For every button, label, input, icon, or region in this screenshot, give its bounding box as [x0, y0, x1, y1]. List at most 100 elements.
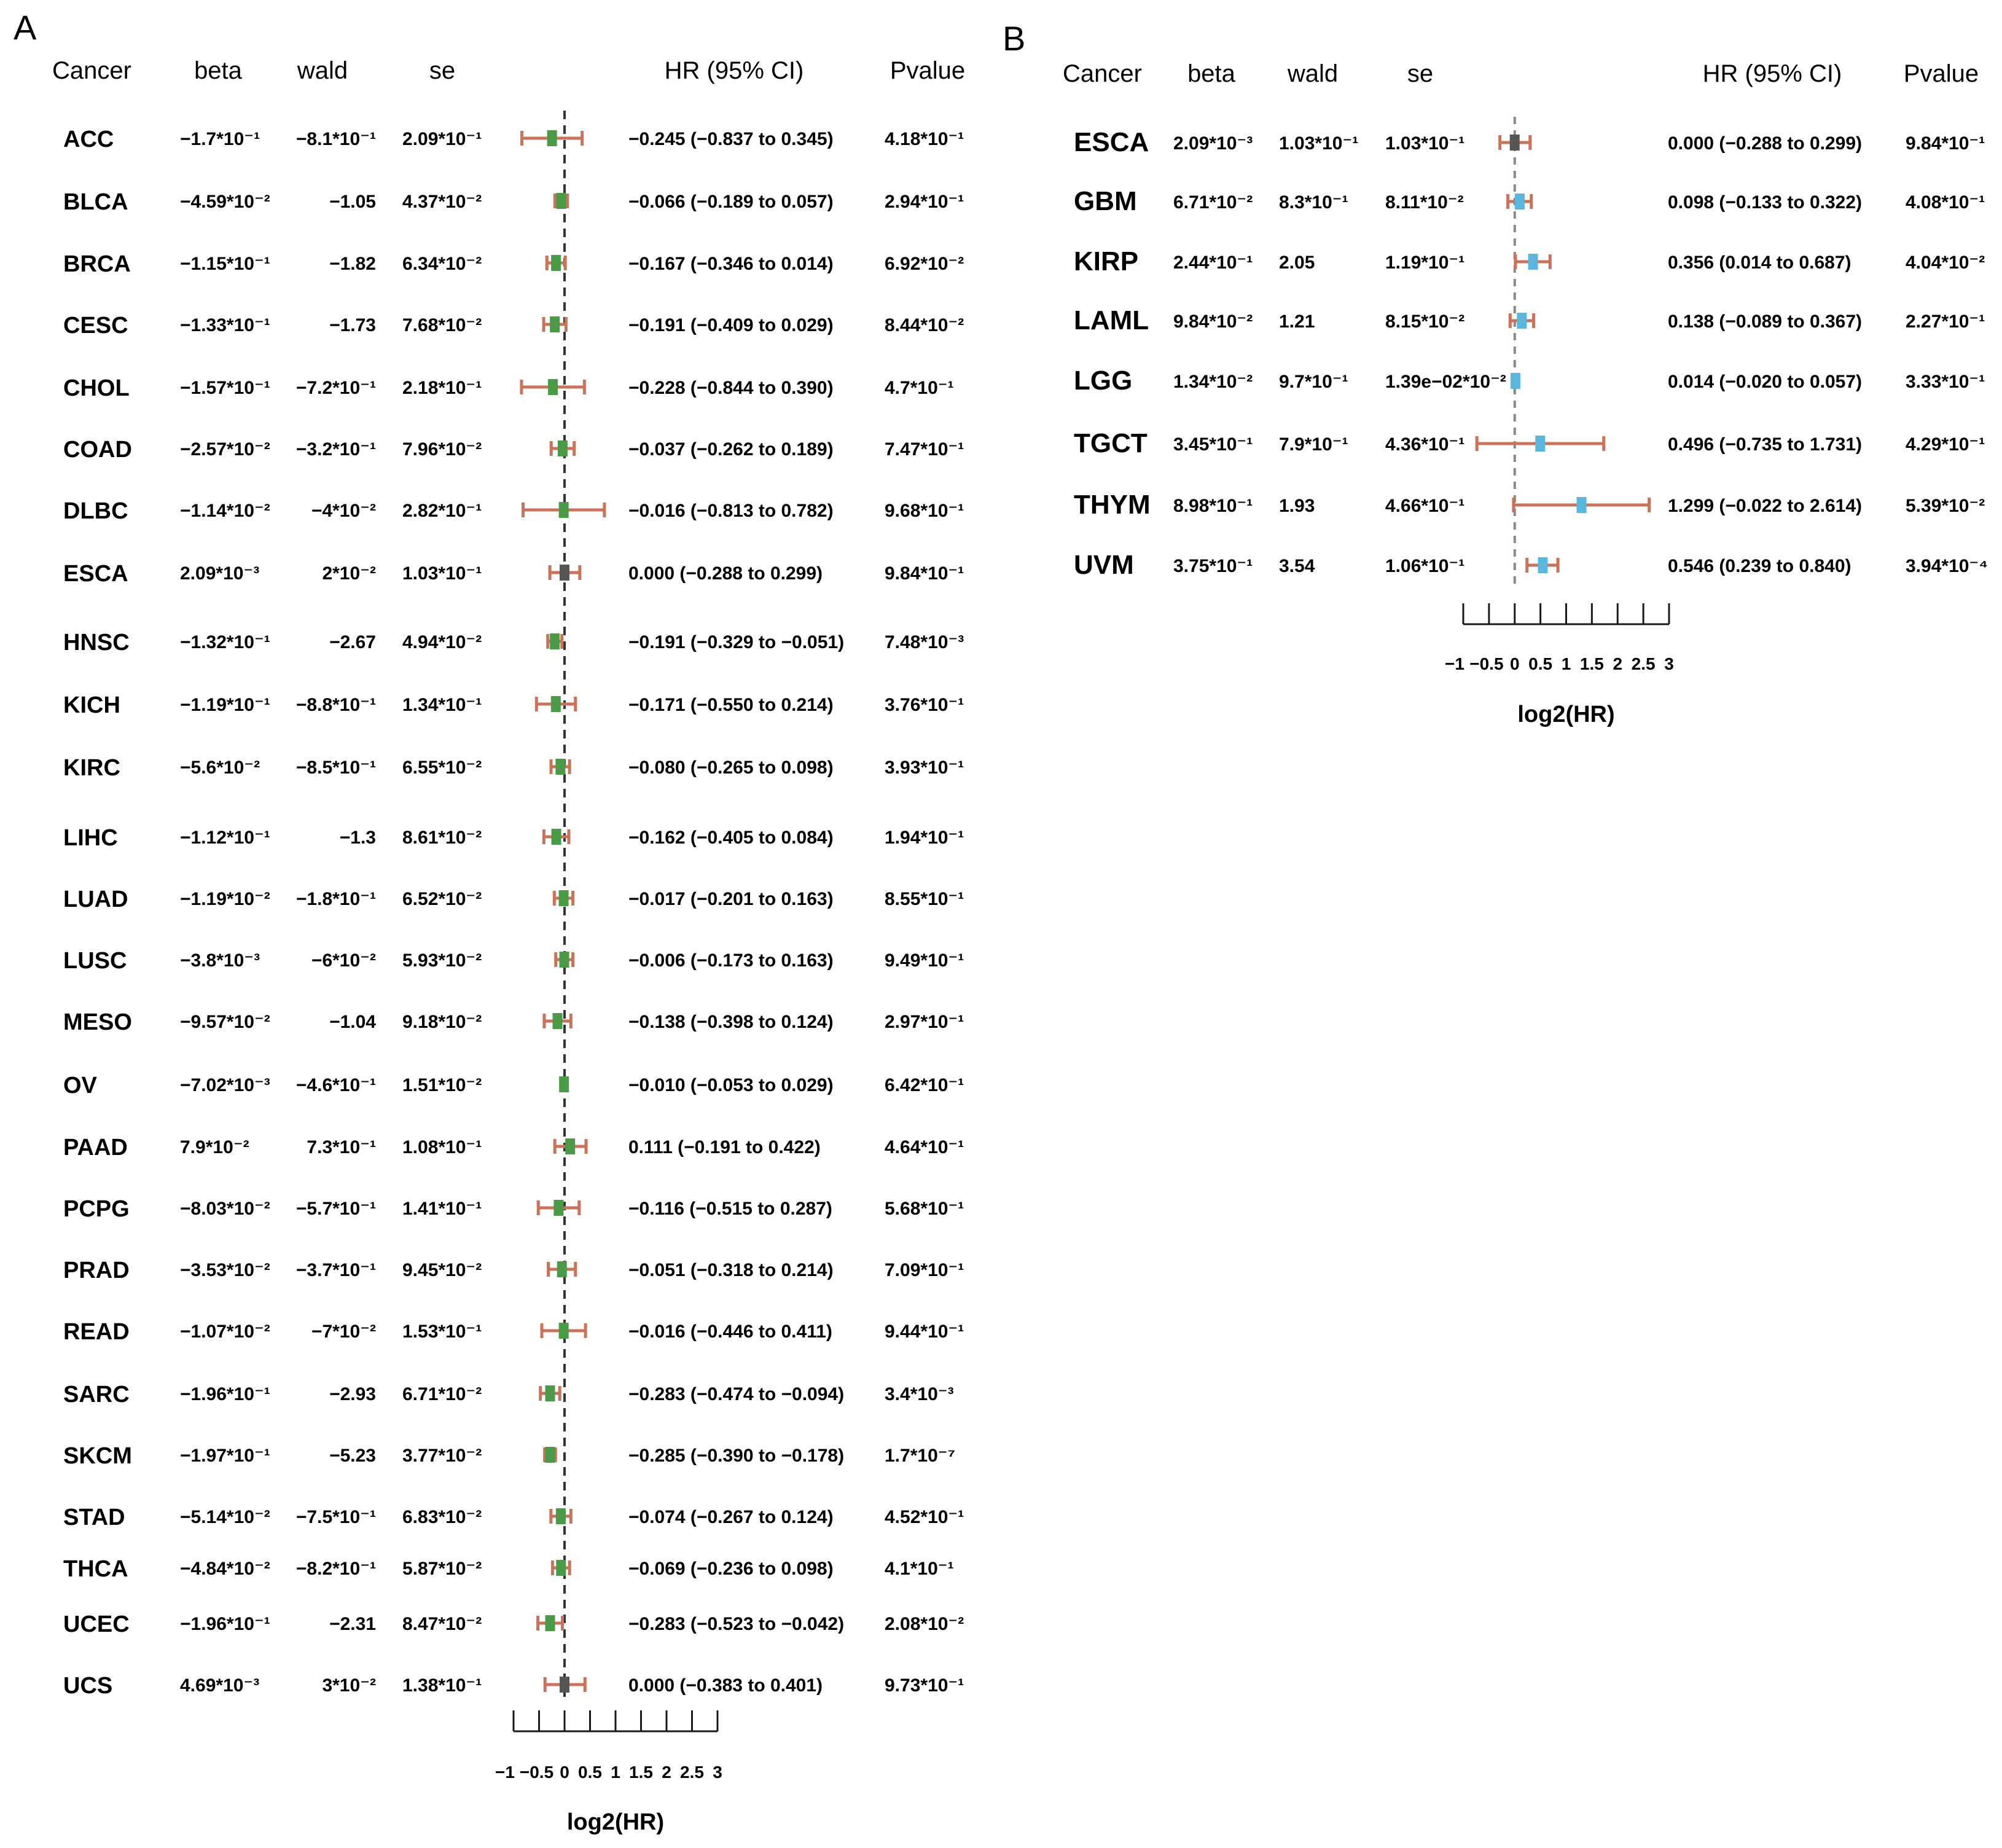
panel-a-beta-value: −2.57*10⁻² [180, 439, 270, 460]
panel-a-x-tick-label: −0.5 [520, 1763, 553, 1782]
panel-a-estimate-marker [558, 1323, 569, 1339]
panel-a-cancer-label: UCEC [63, 1611, 130, 1637]
panel-a-cancer-label: READ [63, 1319, 130, 1345]
panel-a-hr-ci-value: −0.285 (−0.390 to −0.178) [628, 1446, 844, 1466]
panel-a-wald-value: −8.2*10⁻¹ [296, 1559, 376, 1579]
panel-a-hr-ci-value: 0.000 (−0.383 to 0.401) [628, 1675, 823, 1696]
panel-b-beta-value: 8.98*10⁻¹ [1173, 496, 1253, 516]
panel-b-estimate-marker [1509, 135, 1520, 151]
panel-a-hr-ci-value: −0.116 (−0.515 to 0.287) [628, 1199, 832, 1219]
panel-a-wald-value: −4*10⁻² [311, 501, 376, 521]
panel-a-hr-ci-value: 0.111 (−0.191 to 0.422) [628, 1137, 821, 1157]
panel-b-wald-value: 1.93 [1279, 496, 1315, 516]
panel-a-wald-value: −2.93 [329, 1384, 376, 1404]
panel-a-cancer-label: KICH [63, 692, 120, 718]
panel-a-wald-value: −7.5*10⁻¹ [296, 1507, 376, 1527]
panel-a-estimate-marker [557, 440, 568, 456]
panel-a-estimate-marker [548, 379, 558, 395]
panel-a-wald-value: 2*10⁻² [322, 563, 376, 584]
panel-a-pvalue-value: 7.48*10⁻³ [885, 632, 964, 652]
panel-a-wald-value: −1.82 [329, 254, 376, 274]
panel-a-wald-value: −7*10⁻² [311, 1321, 376, 1342]
panel-a-pvalue-value: 3.4*10⁻³ [885, 1384, 954, 1404]
panel-a-wald-value: −1.05 [329, 192, 376, 212]
panel-a-hr-ci-value: −0.017 (−0.201 to 0.163) [628, 889, 834, 909]
panel-b-pvalue-value: 4.08*10⁻¹ [1906, 192, 1985, 213]
panel-b-hr-ci-value: 0.014 (−0.020 to 0.057) [1668, 372, 1862, 392]
panel-a-hr-ci-value: −0.283 (−0.523 to −0.042) [628, 1614, 844, 1634]
panel-a-se-value: 4.94*10⁻² [402, 632, 482, 652]
panel-a-wald-value: −2.31 [329, 1614, 376, 1634]
panel-a-cancer-label: THCA [63, 1556, 128, 1582]
panel-b-hr-ci-value: 0.000 (−0.288 to 0.299) [1668, 133, 1862, 154]
panel-a-label: A [14, 8, 37, 47]
panel-a-se-value: 2.09*10⁻¹ [402, 129, 482, 149]
panel-a-beta-value: −1.96*10⁻¹ [180, 1384, 270, 1404]
panel-a-pvalue-value: 7.47*10⁻¹ [885, 439, 964, 460]
panel-a-beta-value: −3.53*10⁻² [180, 1260, 270, 1280]
panel-b-estimate-marker [1538, 557, 1548, 573]
panel-a-column-header: beta [194, 57, 243, 84]
panel-b-x-tick-label: 2.5 [1632, 654, 1656, 673]
panel-a-pvalue-value: 4.52*10⁻¹ [885, 1507, 964, 1527]
panel-a-cancer-label: CHOL [63, 375, 130, 401]
panel-a-se-value: 6.52*10⁻² [402, 889, 482, 909]
panel-b-pvalue-value: 9.84*10⁻¹ [1906, 133, 1985, 154]
panel-b-hr-ci-value: 0.496 (−0.735 to 1.731) [1668, 434, 1862, 455]
panel-a-hr-ci-value: −0.138 (−0.398 to 0.124) [628, 1012, 834, 1032]
panel-a-wald-value: −2.67 [329, 632, 376, 652]
panel-a-estimate-marker [557, 1261, 567, 1277]
panel-a-wald-value: 3*10⁻² [322, 1675, 376, 1696]
panel-a-hr-ci-value: −0.016 (−0.446 to 0.411) [628, 1321, 832, 1342]
panel-a-beta-value: −4.59*10⁻² [180, 192, 270, 212]
panel-a-x-tick-label: 2.5 [680, 1763, 704, 1782]
panel-a-pvalue-value: 4.18*10⁻¹ [885, 129, 964, 149]
panel-b-se-value: 1.03*10⁻¹ [1385, 133, 1464, 154]
panel-b-estimate-marker [1514, 194, 1525, 209]
panel-b-column-header: Pvalue [1904, 60, 1979, 87]
panel-a-hr-ci-value: −0.069 (−0.236 to 0.098) [628, 1559, 834, 1579]
panel-b-column-header: Cancer [1063, 60, 1142, 87]
panel-a-cancer-label: PRAD [63, 1258, 130, 1283]
panel-a-cancer-label: SARC [63, 1382, 130, 1408]
panel-a-beta-value: −8.03*10⁻² [180, 1199, 270, 1219]
panel-b-se-value: 8.15*10⁻² [1385, 311, 1464, 332]
panel-a-hr-ci-value: −0.191 (−0.329 to −0.051) [628, 632, 844, 652]
panel-a-hr-ci-value: −0.283 (−0.474 to −0.094) [628, 1384, 844, 1404]
panel-a-pvalue-value: 6.42*10⁻¹ [885, 1075, 964, 1095]
panel-a-wald-value: −7.2*10⁻¹ [296, 378, 376, 398]
panel-a-beta-value: −5.14*10⁻² [180, 1507, 270, 1527]
panel-a-se-value: 1.53*10⁻¹ [402, 1321, 482, 1342]
panel-a-column-header: HR (95% CI) [665, 57, 804, 84]
panel-b-beta-value: 2.09*10⁻³ [1173, 133, 1253, 154]
panel-a-pvalue-value: 2.97*10⁻¹ [885, 1012, 964, 1032]
panel-a-estimate-marker [556, 1560, 566, 1576]
panel-a-estimate-marker [550, 633, 560, 649]
panel-a-estimate-marker [552, 1013, 563, 1029]
panel-a-wald-value: −1.04 [329, 1012, 376, 1032]
panel-b-column-header: HR (95% CI) [1703, 60, 1842, 87]
panel-a-cancer-label: KIRC [63, 755, 120, 781]
panel-b-beta-value: 2.44*10⁻¹ [1173, 253, 1253, 273]
panel-b-se-value: 1.19*10⁻¹ [1385, 253, 1464, 273]
panel-a-estimate-marker [545, 1447, 555, 1463]
panel-a-hr-ci-value: −0.228 (−0.844 to 0.390) [628, 378, 834, 398]
panel-a-beta-value: −1.32*10⁻¹ [180, 632, 270, 652]
panel-b-beta-value: 9.84*10⁻² [1173, 311, 1253, 332]
panel-a-hr-ci-value: −0.171 (−0.550 to 0.214) [628, 695, 834, 715]
panel-a-cancer-label: CESC [63, 313, 128, 339]
panel-a-pvalue-value: 4.1*10⁻¹ [885, 1559, 954, 1579]
panel-a-x-tick-label: 3 [713, 1763, 722, 1782]
panel-b-wald-value: 7.9*10⁻¹ [1279, 434, 1348, 455]
panel-b-pvalue-value: 3.94*10⁻⁴ [1906, 556, 1988, 576]
panel-a-beta-value: −9.57*10⁻² [180, 1012, 270, 1032]
panel-b-x-tick-label: 3 [1664, 654, 1674, 673]
panel-b-se-value: 1.06*10⁻¹ [1385, 556, 1464, 576]
panel-a-estimate-marker [545, 1615, 555, 1631]
panel-a-se-value: 6.34*10⁻² [402, 254, 482, 274]
panel-a-cancer-label: LUAD [63, 887, 128, 912]
panel-a-hr-ci-value: −0.074 (−0.267 to 0.124) [628, 1507, 834, 1527]
panel-a-forest-table: Cancer beta wald se HR (95% CI) Pvalue ACC −1.7… [52, 57, 965, 1835]
panel-a-se-value: 4.37*10⁻² [402, 192, 482, 212]
panel-a-hr-ci-value: −0.162 (−0.405 to 0.084) [628, 828, 834, 848]
